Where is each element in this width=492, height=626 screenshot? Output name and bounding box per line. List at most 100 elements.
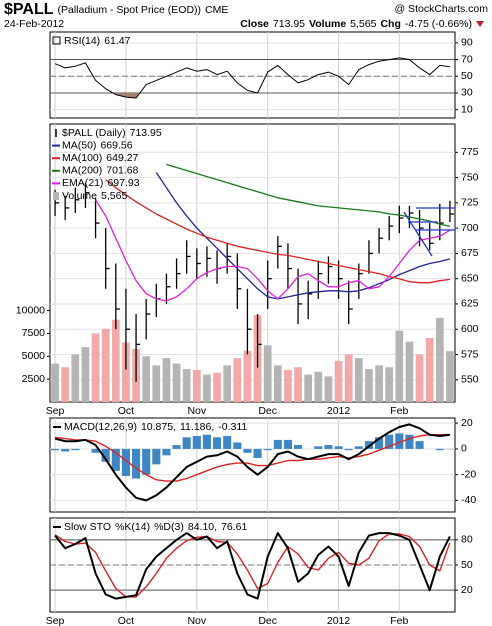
panel-frame — [49, 417, 456, 513]
moving-average — [95, 199, 451, 302]
y-tick-label: 30 — [461, 87, 473, 99]
volume-bar — [81, 347, 90, 402]
panel-frame — [49, 31, 456, 119]
y-tick-label: 575 — [461, 348, 479, 360]
histogram-bar — [314, 446, 323, 449]
histogram-bar — [273, 439, 282, 449]
histogram-bar — [385, 434, 394, 449]
y-tick-label: -20 — [461, 468, 476, 480]
y-tick-label: 50 — [461, 70, 473, 82]
legend-text: Volume — [62, 190, 97, 202]
y-tick-label: 10 — [461, 103, 473, 115]
macd-line — [54, 423, 451, 502]
volume-bar — [294, 367, 302, 402]
volume-bar — [142, 356, 151, 402]
x-tick-label: Oct — [118, 405, 134, 417]
y-tick-label: 600 — [461, 323, 479, 335]
y-tick-label: 0 — [461, 443, 467, 455]
volume-bar — [192, 369, 201, 402]
volume-bar — [91, 333, 100, 402]
panel-frame — [49, 123, 456, 403]
y-tick-label: 650 — [461, 272, 479, 284]
x-tick-label: Feb — [390, 405, 408, 417]
y-tick-label: 750 — [461, 171, 479, 183]
signal-line — [55, 433, 450, 482]
legend-text: -0.311 — [218, 421, 247, 433]
volume-bar — [101, 328, 110, 402]
y2-tick-label: 7500 — [22, 327, 46, 339]
histogram-bar — [253, 448, 262, 458]
histogram-bar — [243, 448, 252, 453]
histogram-bar — [162, 448, 171, 456]
histogram-bar — [61, 448, 70, 452]
volume-bar — [152, 365, 161, 402]
volume-bar — [71, 354, 80, 402]
percent-d-line — [54, 533, 451, 598]
legend-text: $PALL (Daily) — [62, 127, 126, 139]
volume-bar — [122, 342, 130, 402]
header-stat: Close — [240, 18, 269, 30]
legend-text: 11.186, — [180, 421, 214, 433]
volume-bar — [354, 358, 363, 402]
legend-text: %K(14) — [115, 521, 150, 533]
legend-text: 701.68 — [106, 165, 138, 177]
histogram-bar — [263, 448, 272, 451]
volume-bar — [334, 360, 343, 402]
histogram-bar — [375, 437, 384, 449]
percent-k-line — [54, 532, 451, 600]
volume-bar — [203, 374, 211, 402]
y-tick-label: 725 — [461, 197, 479, 209]
histogram-bar — [101, 448, 110, 462]
moving-average — [105, 179, 450, 284]
histogram-bar — [283, 439, 292, 449]
legend-text: Slow STO — [64, 521, 111, 533]
volume-bar — [385, 367, 394, 402]
header-stat: 713.95 — [273, 18, 305, 30]
change-arrow — [476, 21, 484, 27]
legend-text: MA(50) — [62, 139, 96, 151]
y-tick-label: 625 — [461, 298, 479, 310]
y-tick-label: 90 — [461, 37, 473, 49]
oversold-fill — [55, 92, 450, 98]
header-stat: -4.75 (-0.66%) — [405, 18, 472, 30]
x-tick-label: Dec — [258, 405, 277, 417]
legend-text: MACD(12,26,9) — [64, 421, 137, 433]
legend-icon — [52, 36, 61, 45]
volume-bar — [324, 376, 333, 402]
x-tick-label: Nov — [187, 405, 206, 417]
legend-text: 84.10, — [188, 521, 217, 533]
y-tick-label: 550 — [461, 374, 479, 386]
histogram-bar — [223, 436, 232, 449]
header-text: (Palladium - Spot Price (EOD)) — [57, 4, 201, 16]
histogram-bar — [395, 433, 404, 449]
x-tick-label: Feb — [390, 615, 408, 626]
histogram-bar — [182, 437, 191, 449]
histogram-bar — [111, 448, 120, 471]
volume-bar — [162, 358, 171, 402]
histogram-bar — [142, 448, 151, 475]
histogram-bar — [334, 446, 343, 449]
histogram-bar — [91, 448, 100, 453]
histogram-bar — [324, 445, 333, 449]
legend-text: 649.27 — [106, 152, 138, 164]
volume-bar — [304, 374, 313, 402]
volume-bar — [375, 365, 383, 402]
legend-text: MA(200) — [62, 165, 102, 177]
volume-bar — [223, 365, 232, 402]
legend-text: RSI(14) — [64, 35, 100, 47]
legend-text: EMA(21) — [62, 177, 103, 189]
legend-text: 61.47 — [104, 35, 130, 47]
legend-text: 76.61 — [221, 521, 247, 533]
histogram-bar — [71, 448, 80, 451]
x-tick-label: Sep — [46, 405, 65, 417]
x-tick-label: Sep — [46, 615, 65, 626]
histogram-bar — [132, 448, 141, 479]
volume-bar — [365, 369, 373, 402]
header-stat: Chg — [380, 18, 400, 30]
y-tick-label: 775 — [461, 146, 479, 158]
header-stat: 5,565 — [350, 18, 376, 30]
histogram-bar — [344, 448, 353, 451]
volume-bar — [273, 365, 282, 402]
